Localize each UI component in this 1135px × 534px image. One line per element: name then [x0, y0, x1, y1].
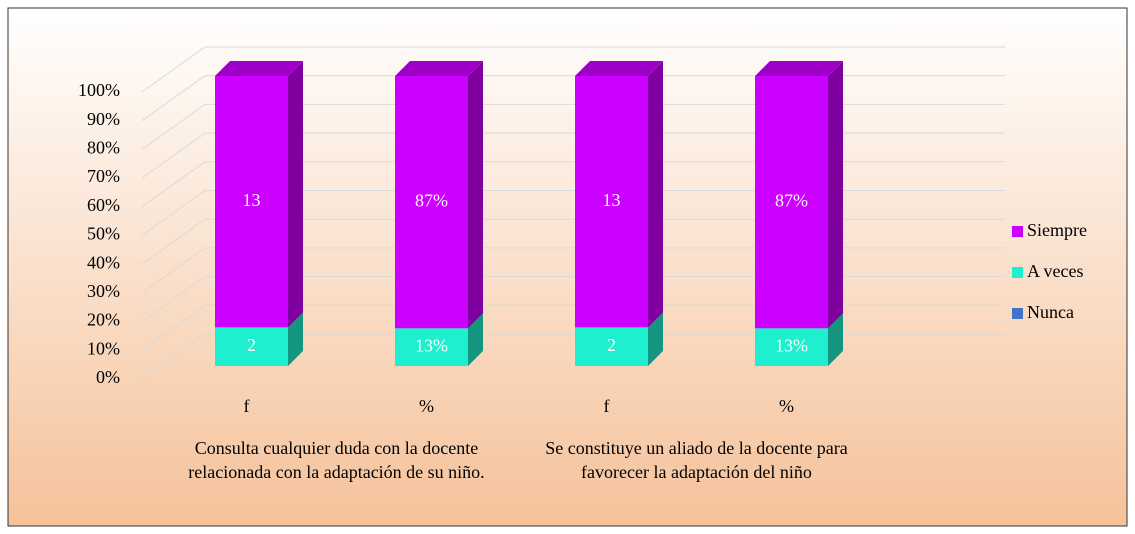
group-label: Se constituye un aliado de la docente pa… [545, 438, 848, 482]
y-tick-label: 0% [96, 367, 120, 387]
y-tick-label: 50% [87, 224, 120, 244]
legend-swatch [1012, 226, 1023, 237]
data-label: 87% [415, 190, 448, 210]
y-tick-label: 20% [87, 310, 120, 330]
grid-line [141, 304, 1005, 351]
bar [755, 76, 828, 329]
y-tick-label: 60% [87, 195, 120, 215]
y-tick-label: 90% [87, 109, 120, 129]
grid-line [141, 103, 1005, 150]
grid-line [141, 218, 1005, 265]
x-tick-label: f [604, 396, 610, 416]
y-tick-label: 80% [87, 138, 120, 158]
bar [395, 76, 468, 329]
data-label: 13% [775, 335, 808, 355]
grid-line [141, 75, 1005, 122]
legend-swatch [1012, 308, 1023, 319]
bar-side [288, 61, 303, 328]
bar-top [215, 61, 303, 76]
bar [395, 328, 468, 366]
chart-frame [7, 7, 1128, 527]
x-tick-label: f [244, 396, 250, 416]
legend-label: A veces [1027, 261, 1083, 281]
grid-line [141, 247, 1005, 294]
bar-side [468, 313, 483, 366]
bar-side [648, 312, 663, 366]
y-tick-label: 10% [87, 338, 120, 358]
y-tick-label: 70% [87, 166, 120, 186]
bar [575, 327, 648, 366]
bar-side [288, 312, 303, 366]
grid-line [141, 190, 1005, 236]
grid-line [141, 333, 1005, 380]
y-tick-label: 40% [87, 252, 120, 272]
y-tick-label: 100% [78, 80, 120, 100]
data-label: 2 [607, 335, 616, 355]
data-label: 13 [243, 190, 261, 210]
data-label: 87% [775, 190, 808, 210]
grid-line [141, 46, 1005, 93]
bar [575, 76, 648, 328]
bar-top [395, 61, 483, 76]
grid-line [141, 276, 1005, 323]
y-tick-label: 30% [87, 281, 120, 301]
data-label: 13% [415, 335, 448, 355]
bar-top [755, 61, 843, 76]
grid-line [141, 132, 1005, 179]
x-tick-label: % [779, 396, 794, 416]
legend-label: Siempre [1027, 220, 1087, 240]
bar-side [468, 61, 483, 329]
legend-swatch [1012, 267, 1023, 278]
data-label: 13 [603, 190, 621, 210]
legend-label: Nunca [1027, 302, 1074, 322]
group-label: Consulta cualquier duda con la docente r… [188, 438, 485, 482]
x-tick-label: % [419, 396, 434, 416]
bar-top [575, 61, 663, 76]
bar-side [648, 61, 663, 328]
bar-side [828, 313, 843, 366]
bar [755, 328, 828, 366]
bar-side [828, 61, 843, 329]
grid-line [141, 161, 1005, 208]
bar [215, 76, 288, 328]
data-label: 2 [247, 335, 256, 355]
bar [215, 327, 288, 366]
